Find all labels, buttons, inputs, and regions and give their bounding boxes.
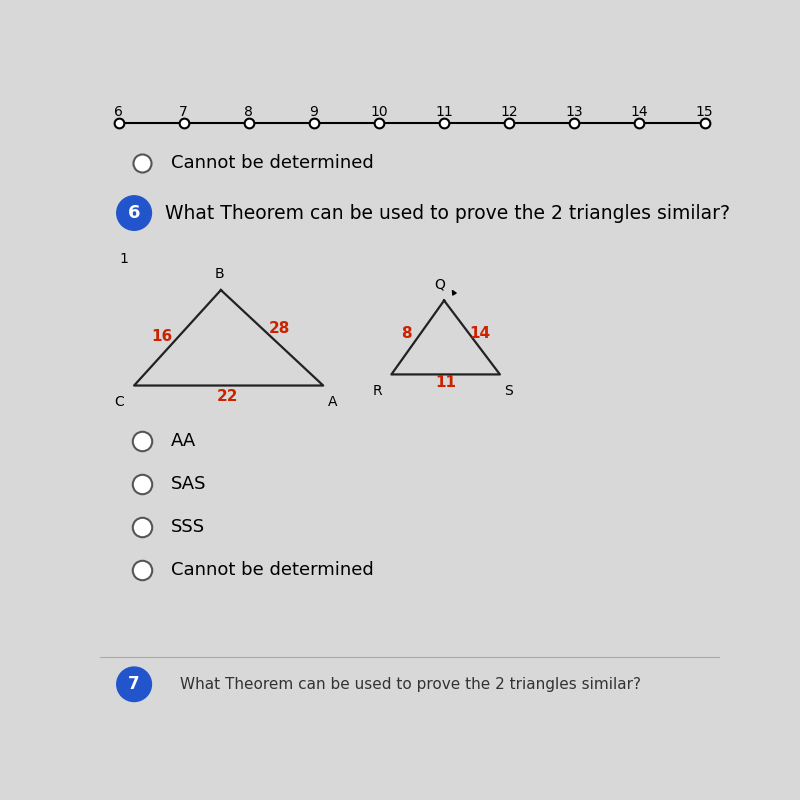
Text: 1: 1 <box>120 252 129 266</box>
Text: S: S <box>504 384 513 398</box>
Text: 12: 12 <box>500 105 518 119</box>
Text: 6: 6 <box>114 105 123 119</box>
Text: A: A <box>328 394 338 409</box>
Text: Cannot be determined: Cannot be determined <box>171 154 374 171</box>
Text: 11: 11 <box>435 375 457 390</box>
Text: 15: 15 <box>696 105 714 119</box>
Text: 8: 8 <box>244 105 254 119</box>
Text: What Theorem can be used to prove the 2 triangles similar?: What Theorem can be used to prove the 2 … <box>179 677 641 692</box>
Text: 8: 8 <box>401 326 411 342</box>
Text: 7: 7 <box>179 105 188 119</box>
Text: AA: AA <box>171 432 197 450</box>
Text: 16: 16 <box>151 329 173 344</box>
Text: 28: 28 <box>269 322 290 336</box>
Text: 13: 13 <box>566 105 583 119</box>
Text: 10: 10 <box>370 105 388 119</box>
Circle shape <box>117 196 151 230</box>
Text: 11: 11 <box>435 105 453 119</box>
Text: B: B <box>215 267 225 281</box>
Text: C: C <box>114 394 123 409</box>
Text: SSS: SSS <box>171 518 206 536</box>
Text: What Theorem can be used to prove the 2 triangles similar?: What Theorem can be used to prove the 2 … <box>165 203 730 222</box>
Text: Cannot be determined: Cannot be determined <box>171 562 374 579</box>
Text: 14: 14 <box>469 326 490 342</box>
Circle shape <box>117 667 151 702</box>
Text: 22: 22 <box>216 389 238 404</box>
Text: R: R <box>373 384 382 398</box>
Text: 14: 14 <box>630 105 648 119</box>
Text: Q: Q <box>434 278 445 292</box>
Text: 6: 6 <box>128 204 140 222</box>
Text: 7: 7 <box>128 675 140 694</box>
Text: 9: 9 <box>310 105 318 119</box>
Text: SAS: SAS <box>171 475 206 493</box>
